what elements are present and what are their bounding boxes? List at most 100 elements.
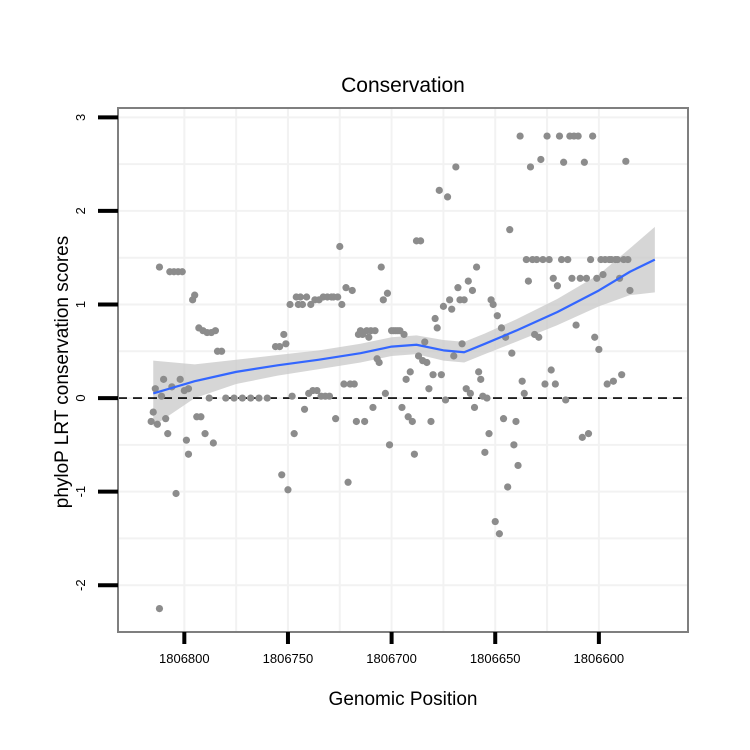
data-point xyxy=(446,296,454,304)
data-point xyxy=(332,415,340,423)
data-point xyxy=(516,132,524,140)
data-point xyxy=(162,415,170,423)
data-point xyxy=(402,375,410,383)
data-point xyxy=(497,324,506,332)
data-point xyxy=(218,347,226,355)
data-point xyxy=(381,389,389,397)
y-tick-label: 3 xyxy=(73,114,88,121)
data-point xyxy=(553,282,562,290)
data-point xyxy=(520,389,528,397)
data-point xyxy=(425,385,433,393)
data-point xyxy=(361,417,369,426)
data-point xyxy=(541,380,549,388)
data-point xyxy=(576,274,584,282)
data-point xyxy=(483,394,491,402)
data-point xyxy=(578,433,586,441)
data-point xyxy=(589,132,597,140)
x-tick-label: 1806700 xyxy=(366,651,417,666)
data-point xyxy=(222,394,230,402)
data-point xyxy=(466,389,474,397)
data-point xyxy=(230,394,238,402)
data-point xyxy=(448,305,456,313)
data-point xyxy=(421,338,429,346)
data-point xyxy=(618,371,626,379)
data-point xyxy=(506,226,514,234)
data-point xyxy=(429,371,437,379)
data-point xyxy=(338,300,346,309)
data-point xyxy=(340,380,348,388)
data-point xyxy=(526,163,535,171)
data-point xyxy=(518,377,526,385)
data-point xyxy=(504,483,512,491)
data-point xyxy=(155,263,164,271)
data-point xyxy=(545,255,553,264)
data-point xyxy=(522,255,530,264)
data-point xyxy=(452,163,460,171)
data-point xyxy=(431,314,439,323)
data-point xyxy=(591,333,599,341)
data-point xyxy=(379,296,387,304)
data-point xyxy=(613,255,622,264)
y-axis-title: phyloP LRT conservation scores xyxy=(52,236,73,509)
data-point xyxy=(147,417,155,426)
data-point xyxy=(282,340,290,348)
data-point xyxy=(539,255,547,264)
data-point xyxy=(557,255,566,264)
y-tick-label: -2 xyxy=(73,579,88,591)
data-point xyxy=(462,385,470,393)
data-point xyxy=(493,312,501,320)
data-point xyxy=(211,327,220,335)
data-point xyxy=(307,300,315,309)
data-point xyxy=(172,489,180,498)
data-point xyxy=(535,333,543,341)
data-point xyxy=(485,430,493,438)
data-point xyxy=(288,392,296,400)
data-point xyxy=(423,358,431,367)
data-point xyxy=(398,403,406,412)
y-tick-label: 2 xyxy=(73,207,88,214)
data-point xyxy=(599,270,607,279)
data-point xyxy=(334,293,342,301)
data-point xyxy=(543,132,551,140)
data-point xyxy=(278,471,286,479)
data-point xyxy=(197,413,205,421)
data-point xyxy=(468,286,477,295)
data-point xyxy=(375,358,383,367)
data-point xyxy=(153,420,161,428)
data-point xyxy=(238,394,246,402)
data-point xyxy=(191,291,199,299)
data-point xyxy=(263,394,271,402)
data-point xyxy=(157,392,166,400)
data-point xyxy=(383,289,392,297)
data-point xyxy=(406,368,414,376)
data-point xyxy=(443,193,452,201)
smooth-trend-line xyxy=(152,258,656,395)
data-point xyxy=(280,330,288,339)
data-point xyxy=(255,394,263,402)
data-point xyxy=(624,255,632,264)
panel-border xyxy=(117,107,689,633)
data-point xyxy=(286,300,294,309)
data-point xyxy=(555,132,564,140)
data-point xyxy=(404,413,412,421)
data-point xyxy=(603,380,611,388)
data-point xyxy=(149,408,157,416)
data-point xyxy=(350,380,358,388)
data-point xyxy=(441,396,450,404)
data-point xyxy=(178,268,186,276)
data-point xyxy=(160,375,168,383)
data-point xyxy=(414,352,423,360)
data-point xyxy=(564,255,572,264)
data-point xyxy=(470,403,479,412)
data-point xyxy=(300,405,309,413)
data-point xyxy=(595,345,603,354)
data-point xyxy=(433,324,441,332)
data-point xyxy=(626,286,634,295)
data-point xyxy=(325,392,334,400)
data-point xyxy=(572,321,580,329)
data-point xyxy=(560,158,568,166)
data-point xyxy=(510,441,518,449)
data-point xyxy=(377,263,385,271)
